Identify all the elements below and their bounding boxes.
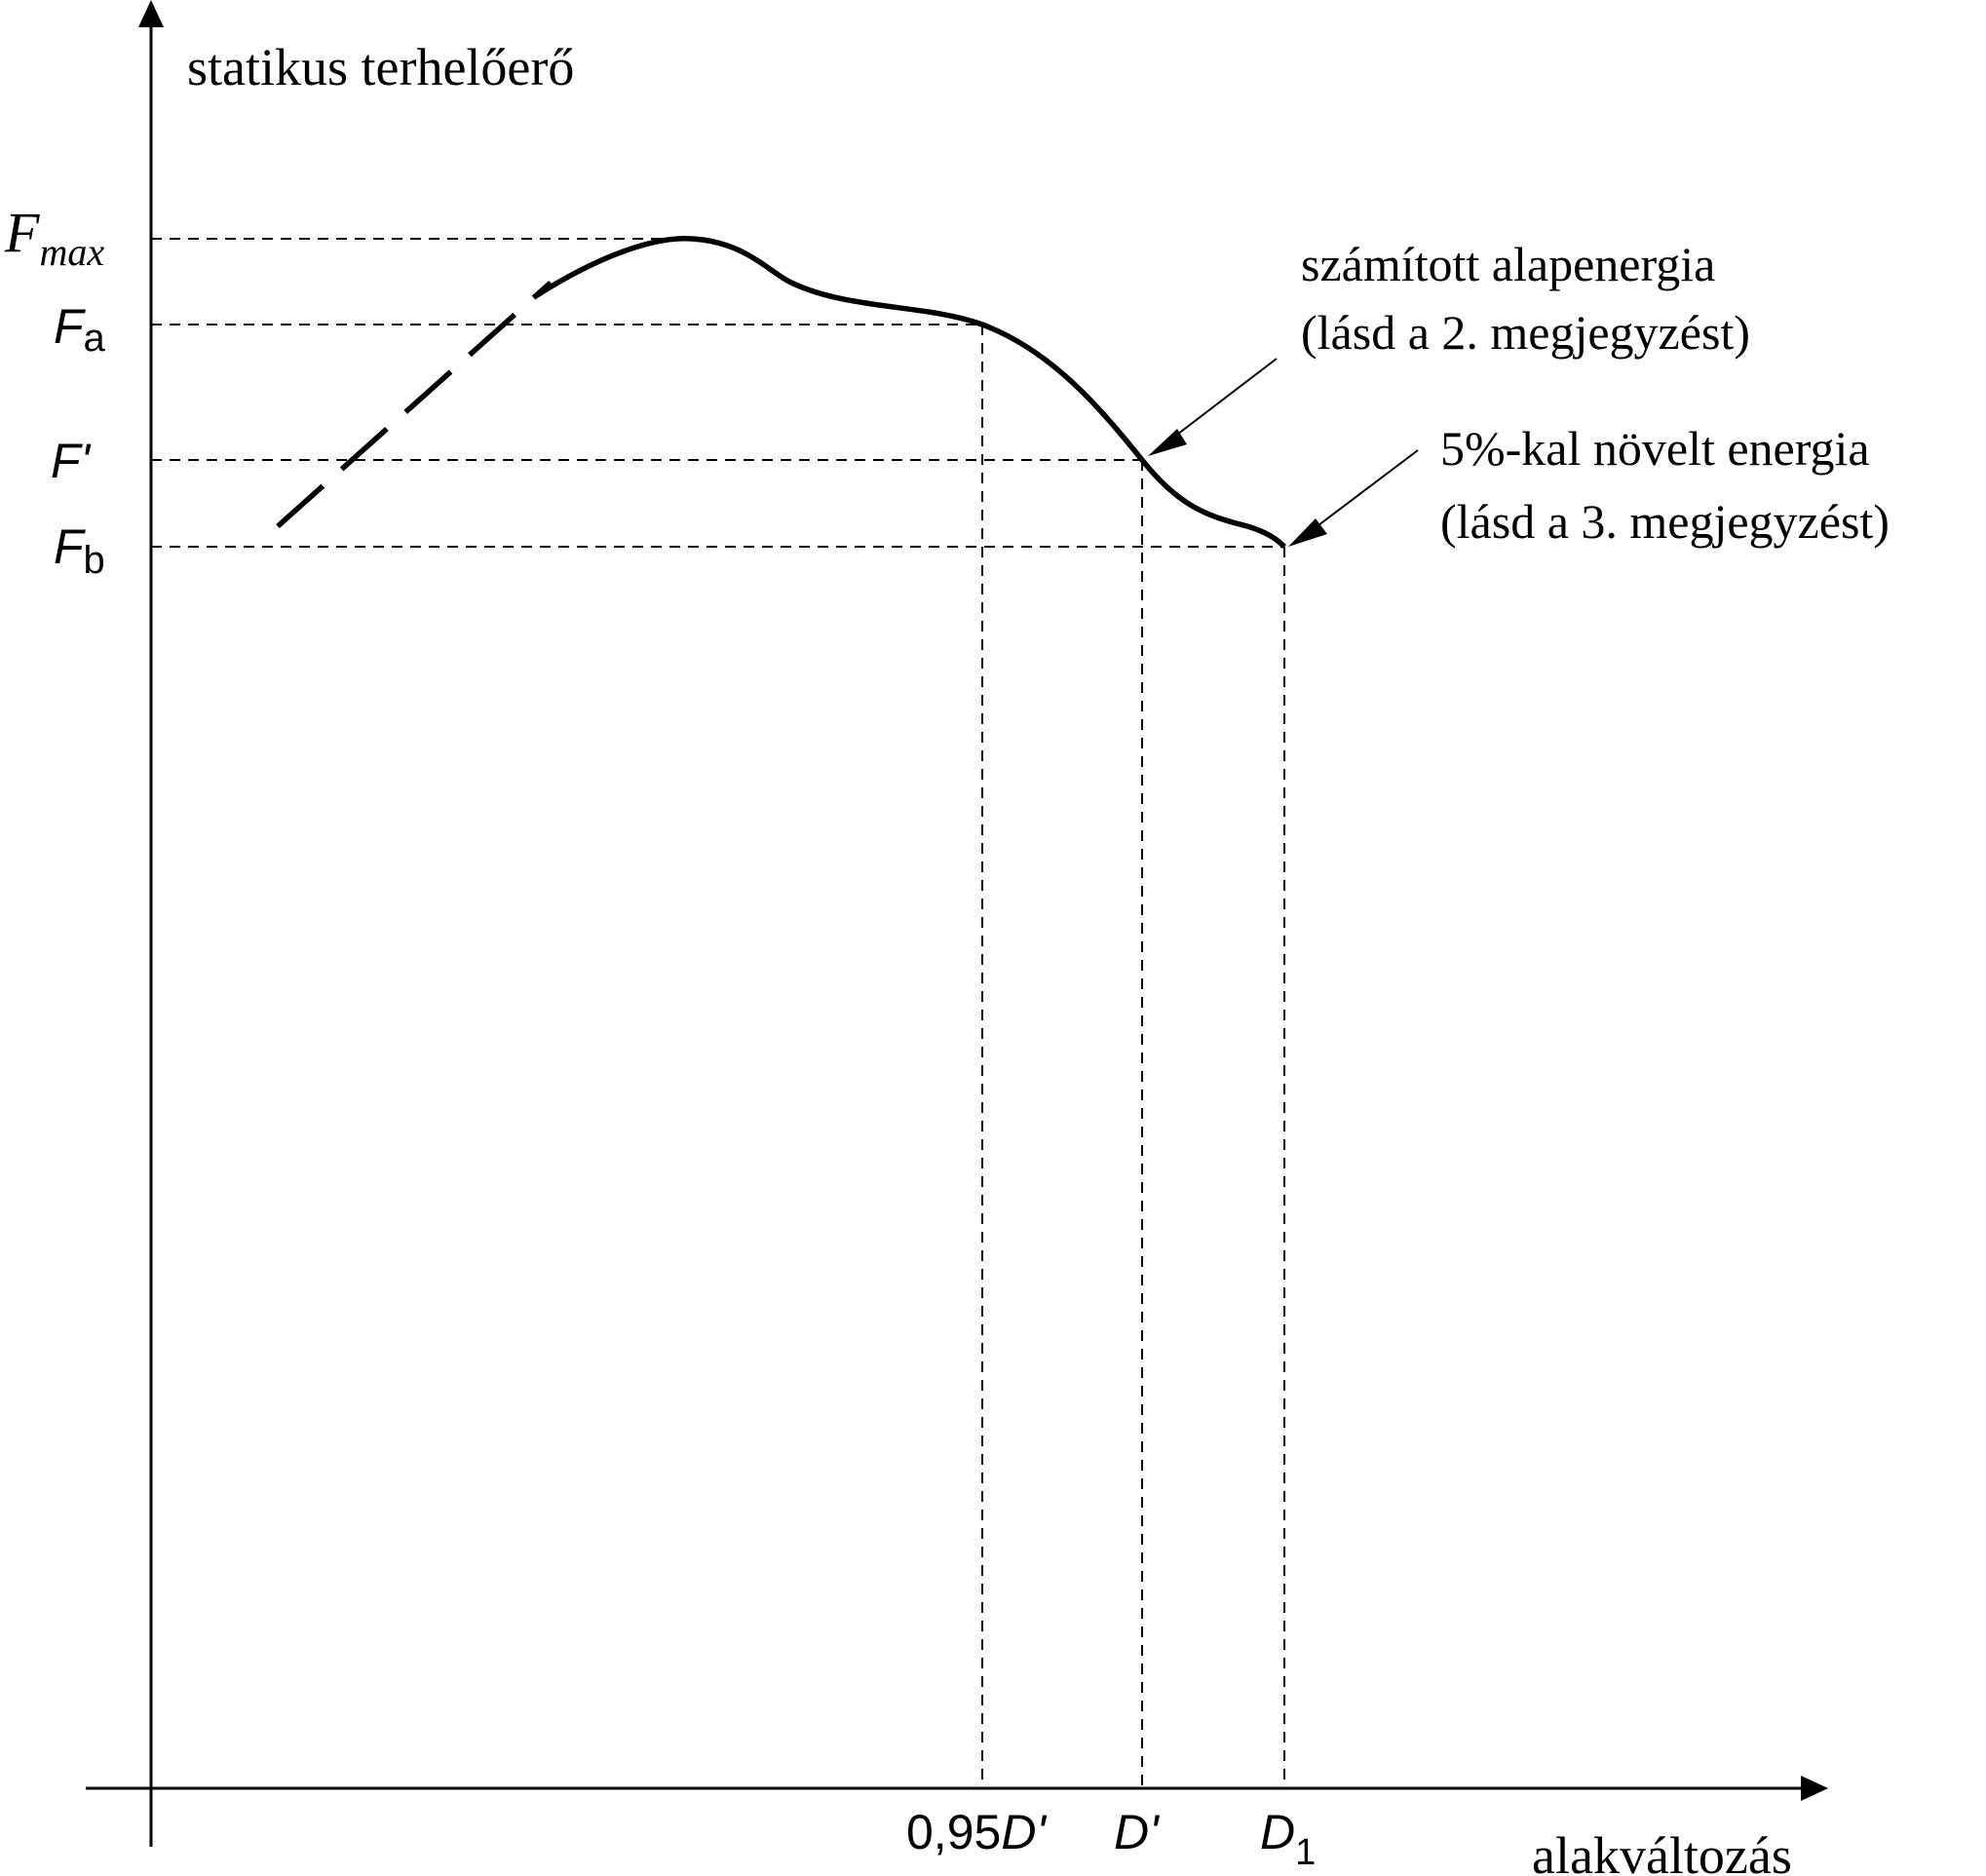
fmax-label-sub: max [39,230,104,274]
load-curve-dashed-segment [276,280,553,529]
y-axis-arrowhead [138,0,164,27]
calculated-energy-leader [1168,358,1278,441]
d1-label-main: D [1260,1805,1295,1859]
d1-label-sub: 1 [1295,1832,1316,1873]
d095-label-num: 0,95 [906,1805,1001,1859]
y-axis-label: statikus terhelőerő [187,38,574,96]
dprime-label: D' [1114,1805,1160,1859]
increased-energy-annotation-line2: (lásd a 3. megjegyzést) [1440,494,1890,549]
calculated-energy-annotation-line2: (lásd a 2. megjegyzést) [1301,305,1750,360]
fb-label-main: F [54,519,86,574]
increased-energy-leader [1310,449,1419,532]
calculated-energy-annotation-line1: számított alapenergia [1301,237,1715,291]
d095-label-var: D' [1001,1805,1047,1859]
fprime-label: F' [51,434,92,488]
increased-energy-arrowhead [1288,518,1327,547]
fa-label-sub: a [84,317,106,360]
fa-label-main: F [54,299,86,354]
fb-label: Fb [54,519,105,582]
load-curve [532,236,1286,549]
d095-label: 0,95D' [906,1805,1047,1859]
increased-energy-annotation-line1: 5%-kal növelt energia [1440,421,1870,476]
fa-label: Fa [54,299,106,360]
fmax-label: Fmax [4,201,104,274]
d1-label: D1 [1260,1805,1316,1873]
fb-label-sub: b [84,539,105,582]
x-axis-label: alakváltozás [1532,1826,1792,1876]
fmax-label-main: F [4,201,40,264]
x-axis-arrowhead [1801,1776,1828,1801]
calculated-energy-arrowhead [1148,429,1187,456]
